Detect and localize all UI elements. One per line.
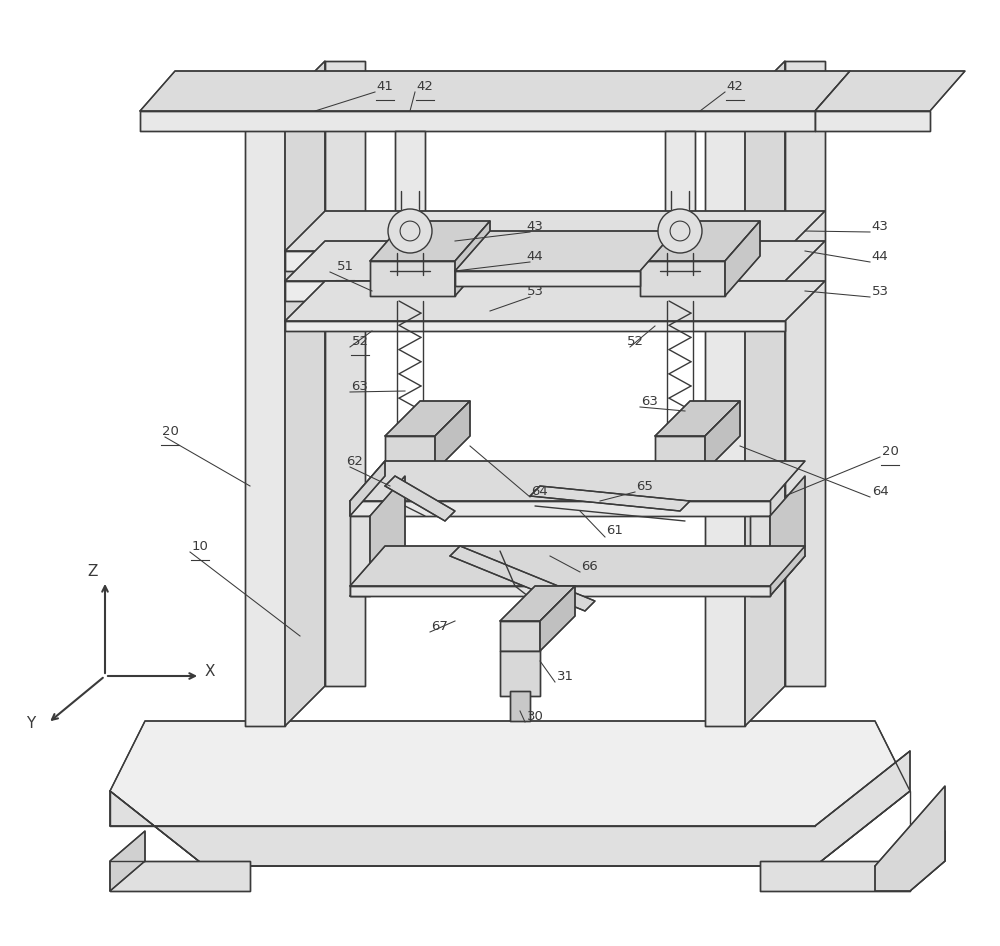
Polygon shape [725, 221, 760, 296]
Polygon shape [785, 61, 825, 686]
Polygon shape [500, 586, 575, 621]
Polygon shape [325, 61, 365, 686]
Polygon shape [640, 261, 725, 296]
Text: 31: 31 [556, 670, 574, 682]
Text: 51: 51 [336, 259, 354, 272]
Polygon shape [655, 401, 740, 436]
Polygon shape [385, 476, 455, 521]
Polygon shape [285, 61, 325, 726]
Polygon shape [395, 131, 425, 266]
Text: 41: 41 [377, 79, 393, 93]
Text: 44: 44 [527, 250, 543, 262]
Polygon shape [665, 131, 695, 266]
Polygon shape [350, 501, 770, 516]
Polygon shape [285, 241, 825, 281]
Text: 42: 42 [417, 79, 433, 93]
Polygon shape [385, 436, 435, 471]
Polygon shape [530, 486, 690, 511]
Text: 64: 64 [872, 484, 888, 498]
Polygon shape [750, 516, 770, 596]
Polygon shape [455, 221, 490, 296]
Polygon shape [285, 281, 785, 301]
Polygon shape [285, 211, 825, 251]
Text: Y: Y [26, 716, 35, 731]
Polygon shape [245, 101, 285, 726]
Polygon shape [910, 831, 945, 891]
Polygon shape [370, 221, 490, 261]
Polygon shape [750, 556, 805, 596]
Text: 53: 53 [526, 285, 544, 297]
Polygon shape [110, 861, 250, 891]
Text: 20: 20 [882, 445, 898, 458]
Polygon shape [500, 651, 540, 696]
Polygon shape [350, 556, 405, 596]
Circle shape [388, 209, 432, 253]
Polygon shape [140, 111, 815, 131]
Polygon shape [770, 476, 805, 596]
Polygon shape [455, 271, 640, 286]
Polygon shape [745, 61, 785, 726]
Polygon shape [455, 231, 675, 271]
Text: 53: 53 [872, 285, 889, 297]
Polygon shape [705, 101, 745, 726]
Text: 52: 52 [626, 335, 644, 347]
Text: 62: 62 [347, 454, 363, 467]
Polygon shape [370, 261, 455, 296]
Text: 20: 20 [162, 425, 178, 437]
Polygon shape [540, 586, 575, 651]
Text: 63: 63 [352, 379, 368, 393]
Polygon shape [350, 461, 385, 516]
Text: 42: 42 [727, 79, 743, 93]
Circle shape [658, 209, 702, 253]
Text: 66: 66 [582, 559, 598, 572]
Polygon shape [350, 586, 770, 596]
Polygon shape [815, 71, 965, 111]
Polygon shape [110, 751, 910, 866]
Text: 65: 65 [637, 480, 653, 493]
Text: 64: 64 [532, 484, 548, 498]
Text: 43: 43 [872, 219, 888, 233]
Polygon shape [350, 461, 805, 501]
Polygon shape [370, 476, 405, 596]
Polygon shape [640, 221, 760, 261]
Polygon shape [435, 401, 470, 471]
Polygon shape [350, 546, 805, 586]
Text: 61: 61 [607, 524, 623, 537]
Polygon shape [140, 71, 850, 111]
Polygon shape [110, 831, 145, 891]
Text: X: X [205, 664, 215, 679]
Text: 52: 52 [352, 335, 368, 347]
Text: 10: 10 [192, 539, 208, 552]
Polygon shape [450, 546, 595, 611]
Polygon shape [350, 516, 370, 596]
Polygon shape [110, 721, 910, 866]
Polygon shape [655, 436, 705, 471]
Text: 44: 44 [872, 250, 888, 262]
Polygon shape [815, 111, 930, 131]
Text: 30: 30 [527, 710, 543, 723]
Polygon shape [285, 251, 785, 271]
Text: 67: 67 [432, 620, 448, 633]
Polygon shape [875, 786, 945, 891]
Polygon shape [760, 861, 910, 891]
Polygon shape [285, 281, 825, 321]
Polygon shape [500, 621, 540, 651]
Text: 63: 63 [642, 394, 658, 408]
Text: 43: 43 [527, 219, 543, 233]
Polygon shape [705, 401, 740, 471]
Polygon shape [385, 401, 470, 436]
Text: Z: Z [87, 564, 97, 579]
Polygon shape [510, 691, 530, 721]
Polygon shape [285, 321, 785, 331]
